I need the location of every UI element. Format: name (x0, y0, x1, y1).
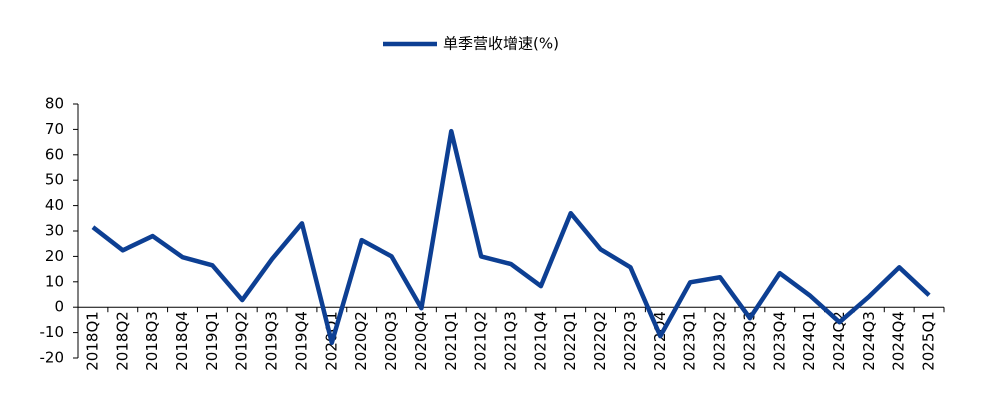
y-tick-label: 10 (45, 272, 64, 290)
x-tick-label: 2023Q1 (681, 311, 699, 371)
x-tick-label: 2022Q1 (561, 311, 579, 371)
x-tick-label: 2020Q3 (382, 311, 400, 371)
x-tick-label: 2024Q1 (800, 311, 818, 371)
y-tick-label: 60 (45, 145, 64, 163)
x-tick-label: 2022Q3 (621, 311, 639, 371)
x-tick-label: 2023Q2 (711, 311, 729, 371)
y-tick-label: 0 (54, 298, 64, 316)
y-tick-label: -20 (40, 349, 65, 367)
x-tick-label: 2019Q3 (263, 311, 281, 371)
y-tick-label: 80 (45, 95, 64, 113)
x-tick-label: 2024Q4 (890, 311, 908, 371)
series-line (91, 128, 931, 346)
y-tick-label: 30 (45, 222, 64, 240)
y-tick-label: 70 (45, 120, 64, 138)
x-tick-label: 2018Q2 (113, 311, 131, 371)
y-tick-label: 40 (45, 196, 64, 214)
x-tick-label: 2020Q2 (352, 311, 370, 371)
x-tick-label: 2018Q3 (143, 311, 161, 371)
x-tick-label: 2021Q2 (472, 311, 490, 371)
x-tick-label: 2021Q1 (442, 311, 460, 371)
x-tick-label: 2022Q2 (591, 311, 609, 371)
x-tick-label: 2023Q3 (740, 311, 758, 371)
y-tick-label: -10 (40, 323, 65, 341)
x-tick-label: 2021Q4 (531, 311, 549, 371)
x-tick-label: 2025Q1 (920, 311, 938, 371)
x-tick-label: 2019Q2 (233, 311, 251, 371)
y-tick-label: 20 (45, 247, 64, 265)
x-tick-label: 2024Q3 (860, 311, 878, 371)
x-tick-label: 2023Q4 (770, 311, 788, 371)
x-tick-label: 2019Q4 (292, 311, 310, 371)
legend-label: 单季营收增速(%) (443, 35, 559, 53)
x-tick-label: 2019Q1 (203, 311, 221, 371)
x-tick-label: 2018Q1 (83, 311, 101, 371)
x-tick-label: 2018Q4 (173, 311, 191, 371)
x-tick-label: 2020Q4 (412, 311, 430, 371)
x-tick-label: 2021Q3 (502, 311, 520, 371)
x-tick-label: 2024Q2 (830, 311, 848, 371)
y-tick-label: 50 (45, 171, 64, 189)
